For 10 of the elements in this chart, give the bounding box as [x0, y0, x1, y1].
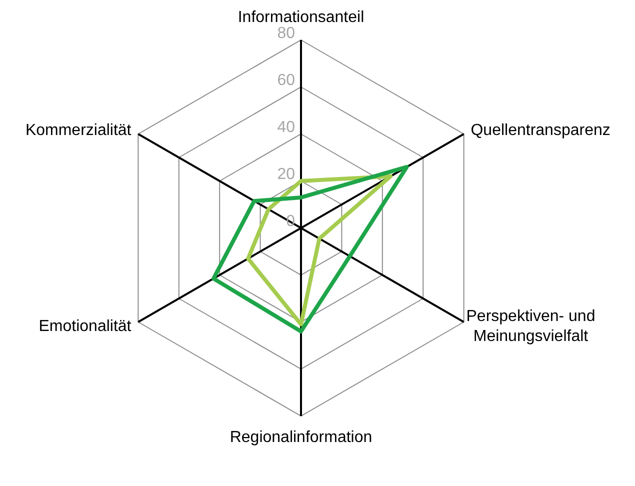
spoke-label: Regionalinformation	[230, 429, 372, 446]
spoke-label: Informationsanteil	[238, 9, 364, 26]
y-tick-label: 80	[277, 25, 296, 42]
y-tick-label: 40	[277, 119, 296, 136]
spoke-label: Kommerzialität	[25, 122, 132, 139]
y-tick-label: 60	[277, 72, 296, 90]
spoke-label: Perspektiven- und Meinungsvielfalt	[466, 308, 596, 345]
spoke-label: Emotionalität	[38, 318, 132, 335]
y-tick-label: 20	[277, 166, 296, 184]
spoke-label: Quellentransparenz	[470, 122, 610, 139]
